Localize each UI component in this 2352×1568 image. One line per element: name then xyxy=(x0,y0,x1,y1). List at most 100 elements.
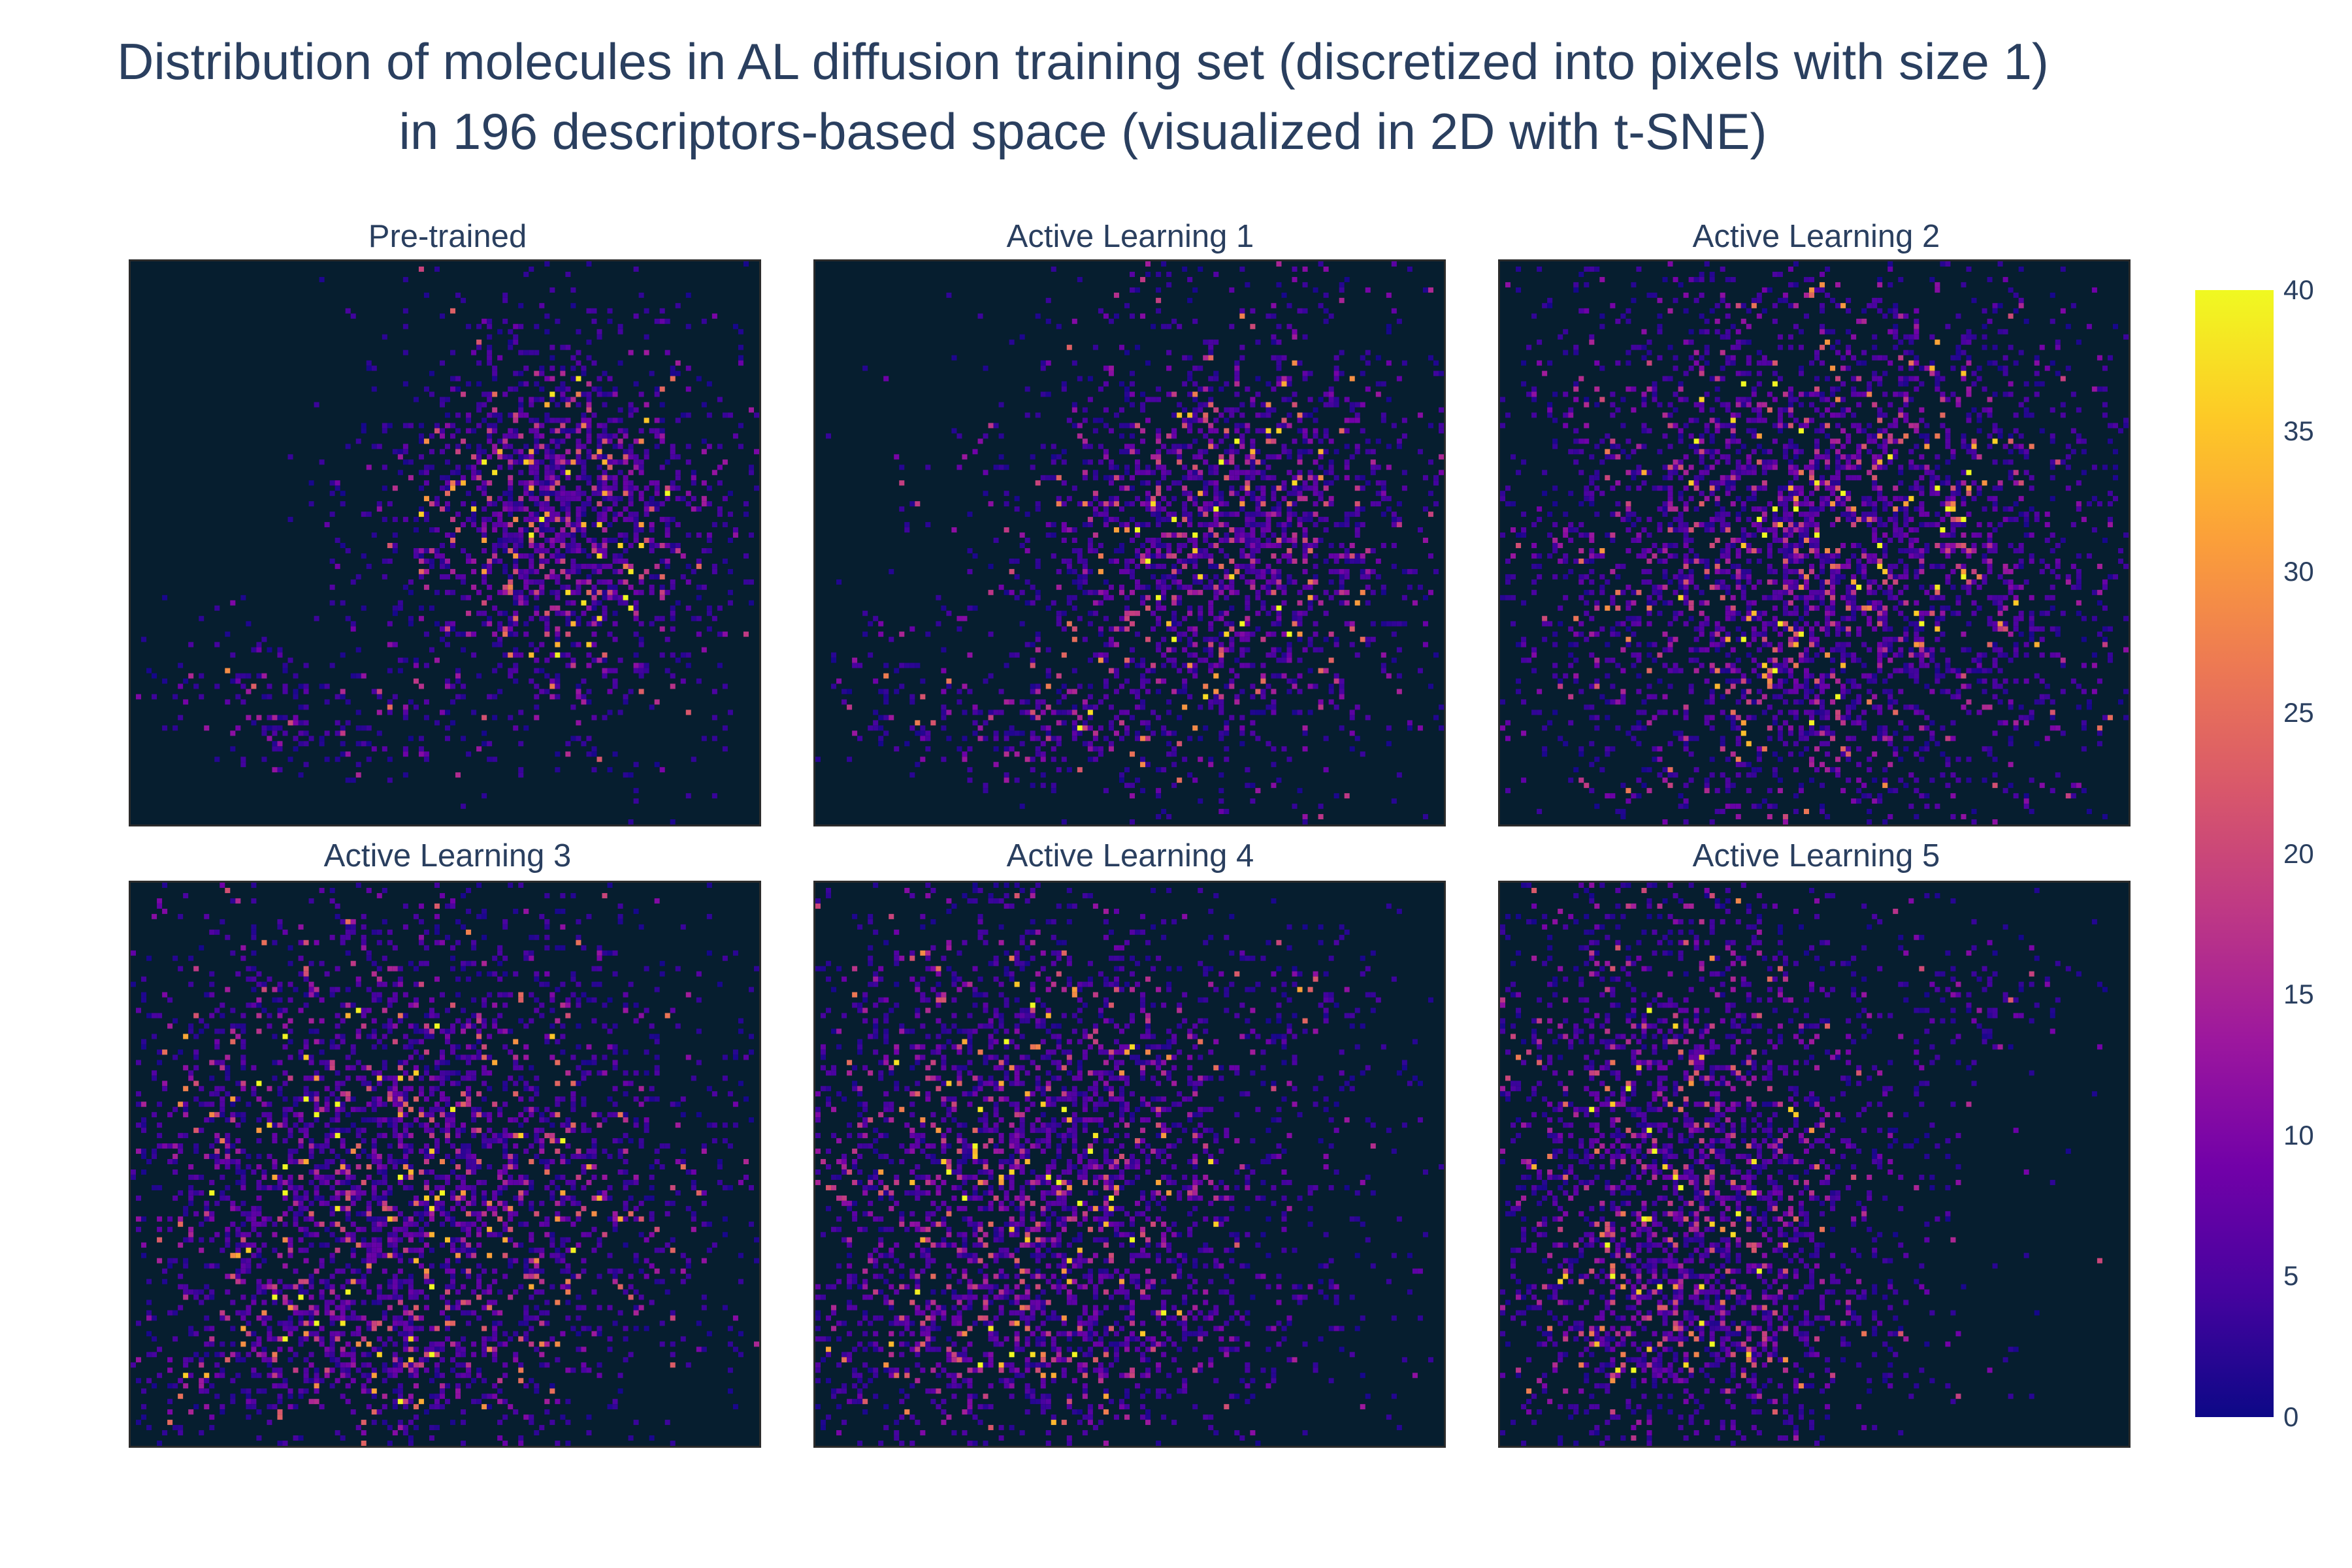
heatmap-pixel xyxy=(508,668,514,674)
heatmap-pixel xyxy=(1688,465,1694,470)
heatmap-pixel xyxy=(1145,491,1151,497)
heatmap-pixel xyxy=(1187,584,1193,590)
heatmap-pixel xyxy=(445,710,451,715)
heatmap-pixel xyxy=(2050,433,2055,439)
heatmap-pixel xyxy=(1087,501,1093,507)
heatmap-pixel xyxy=(476,459,482,465)
heatmap-pixel xyxy=(1803,313,1809,319)
heatmap-pixel xyxy=(476,470,482,476)
heatmap-pixel xyxy=(1082,725,1088,731)
heatmap-pixel xyxy=(1761,308,1767,314)
heatmap-pixel xyxy=(596,621,602,627)
heatmap-pixel xyxy=(1846,433,1852,439)
heatmap-pixel xyxy=(1683,308,1689,314)
heatmap-pixel xyxy=(256,673,262,679)
heatmap-pixel xyxy=(576,589,581,595)
heatmap-pixel xyxy=(1019,621,1025,627)
heatmap-pixel xyxy=(1213,595,1219,600)
heatmap-pixel xyxy=(1563,391,1569,397)
heatmap-pixel xyxy=(1438,407,1444,413)
heatmap-pixel xyxy=(1955,480,1961,486)
heatmap-pixel xyxy=(1119,344,1124,350)
heatmap-pixel xyxy=(482,574,487,580)
heatmap-pixel xyxy=(1438,470,1444,476)
heatmap-pixel xyxy=(1145,584,1151,590)
heatmap-pixel xyxy=(1307,543,1313,548)
heatmap-pixel xyxy=(1521,381,1527,387)
heatmap-pixel xyxy=(1966,470,1972,476)
heatmap-pixel xyxy=(1156,553,1162,559)
heatmap-pixel xyxy=(1108,636,1114,642)
heatmap-pixel xyxy=(1229,668,1235,674)
heatmap-pixel xyxy=(1297,475,1303,481)
heatmap-pixel xyxy=(1281,423,1287,429)
heatmap-pixel xyxy=(1693,444,1699,449)
heatmap-pixel xyxy=(1119,710,1124,715)
heatmap-pixel xyxy=(1035,501,1041,507)
heatmap-pixel xyxy=(633,512,639,517)
heatmap-pixel xyxy=(1323,736,1329,742)
heatmap-pixel xyxy=(1740,506,1746,512)
heatmap-pixel xyxy=(1024,699,1030,705)
heatmap-pixel xyxy=(492,423,498,429)
heatmap-pixel xyxy=(1798,370,1804,376)
heatmap-pixel xyxy=(1035,736,1041,742)
heatmap-pixel xyxy=(555,683,561,689)
heatmap-pixel xyxy=(1239,715,1245,721)
heatmap-pixel xyxy=(1187,355,1193,361)
heatmap-pixel xyxy=(1098,600,1103,606)
heatmap-pixel xyxy=(1177,568,1183,574)
heatmap-pixel xyxy=(518,433,524,439)
heatmap-pixel xyxy=(623,563,629,569)
heatmap-pixel xyxy=(1066,344,1072,350)
heatmap-pixel xyxy=(555,636,561,642)
heatmap-pixel xyxy=(1092,417,1098,423)
heatmap-pixel xyxy=(1767,459,1772,465)
heatmap-pixel xyxy=(555,626,561,632)
heatmap-pixel xyxy=(1035,589,1041,595)
heatmap-pixel xyxy=(1166,470,1172,476)
heatmap-pixel xyxy=(1276,568,1282,574)
heatmap-pixel xyxy=(1051,522,1056,528)
heatmap-pixel xyxy=(508,491,514,497)
heatmap-pixel xyxy=(623,772,629,778)
heatmap-pixel xyxy=(1313,459,1318,465)
heatmap-pixel xyxy=(1678,522,1684,528)
heatmap-pixel xyxy=(560,417,566,423)
heatmap-pixel xyxy=(1266,412,1271,418)
heatmap-pixel xyxy=(555,491,561,497)
heatmap-pixel xyxy=(418,683,424,689)
heatmap-pixel xyxy=(1161,506,1167,512)
heatmap-pixel xyxy=(471,501,477,507)
heatmap-pixel xyxy=(1887,438,1893,444)
heatmap-pixel xyxy=(345,308,351,314)
heatmap-pixel xyxy=(1725,527,1731,533)
heatmap-pixel xyxy=(1328,543,1334,548)
heatmap-pixel xyxy=(2023,454,2029,460)
heatmap-pixel xyxy=(293,720,299,726)
heatmap-pixel xyxy=(1077,423,1083,429)
heatmap-pixel xyxy=(1966,386,1972,392)
heatmap-pixel xyxy=(1056,584,1062,590)
heatmap-pixel xyxy=(1302,449,1308,455)
heatmap-pixel xyxy=(471,506,477,512)
heatmap-pixel xyxy=(1751,297,1757,303)
heatmap-pixel xyxy=(539,615,545,621)
heatmap-pixel xyxy=(544,517,550,523)
heatmap-pixel xyxy=(1245,532,1250,538)
heatmap-pixel xyxy=(324,757,330,762)
heatmap-pixel xyxy=(2112,475,2118,481)
heatmap-pixel xyxy=(371,386,377,392)
heatmap-pixel xyxy=(1260,543,1266,548)
heatmap-pixel xyxy=(1386,444,1392,449)
heatmap-pixel xyxy=(602,553,608,559)
heatmap-pixel xyxy=(998,402,1004,408)
heatmap-pixel xyxy=(1156,297,1162,303)
heatmap-pixel xyxy=(235,678,241,684)
heatmap-pixel xyxy=(1867,423,1872,429)
heatmap-pixel xyxy=(534,475,540,481)
heatmap-pixel xyxy=(1662,475,1668,481)
heatmap-pixel xyxy=(508,631,514,637)
heatmap-pixel xyxy=(1087,543,1093,548)
heatmap-pixel xyxy=(1714,501,1720,507)
